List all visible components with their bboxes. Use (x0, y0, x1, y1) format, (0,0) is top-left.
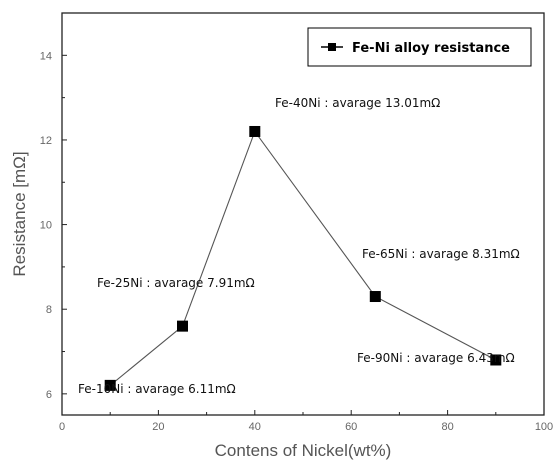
data-point (249, 125, 261, 137)
annotation-fe-25ni: Fe-25Ni : avarage 7.91mΩ (97, 276, 255, 290)
x-tick-label: 40 (249, 421, 261, 433)
y-tick-label: 8 (46, 304, 52, 316)
ticks-layer: 0 20 40 60 80 100 6 8 10 12 14 (40, 50, 553, 433)
y-tick-label: 10 (40, 220, 52, 232)
annotations: Fe-10Ni : avarage 6.11mΩ Fe-25Ni : avara… (78, 96, 520, 396)
data-point (369, 291, 381, 303)
annotation-fe-90ni: Fe-90Ni : avarage 6.43mΩ (357, 351, 515, 365)
x-axis-title: Contens of Nickel(wt%) (215, 441, 392, 460)
x-tick-label: 80 (441, 421, 453, 433)
x-tick-label: 60 (345, 421, 357, 433)
legend: Fe-Ni alloy resistance (307, 27, 532, 67)
data-point (490, 354, 502, 366)
data-point (177, 320, 188, 332)
x-tick-label: 0 (59, 421, 65, 433)
legend-box (307, 27, 532, 67)
annotation-fe-40ni: Fe-40Ni : avarage 13.01mΩ (275, 96, 440, 110)
legend-label: Fe-Ni alloy resistance (352, 41, 510, 56)
x-tick-label: 100 (535, 421, 553, 433)
data-point (104, 379, 116, 391)
marks-layer (104, 125, 502, 391)
y-tick-label: 6 (46, 389, 52, 401)
x-tick-label: 20 (152, 421, 164, 433)
y-tick-label: 12 (40, 135, 52, 147)
annotation-fe-65ni: Fe-65Ni : avarage 8.31mΩ (362, 247, 520, 261)
annotation-fe-10ni: Fe-10Ni : avarage 6.11mΩ (78, 382, 236, 396)
legend-marker (328, 43, 336, 51)
y-tick-label: 14 (40, 50, 52, 62)
y-axis-title: Resistance [mΩ] (10, 151, 29, 276)
